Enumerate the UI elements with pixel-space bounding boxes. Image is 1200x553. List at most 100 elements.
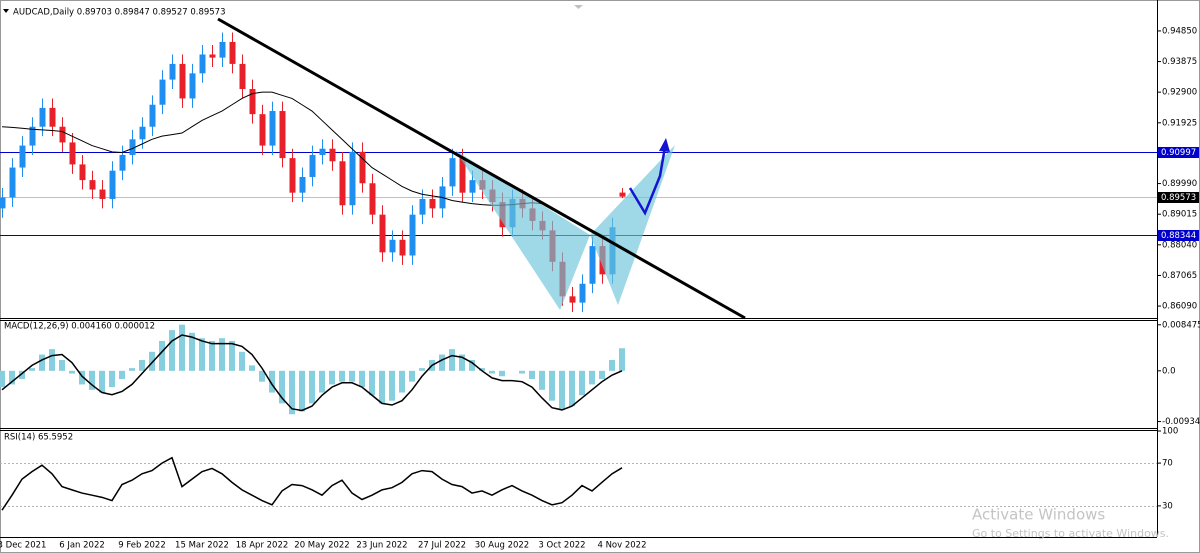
- candle-body: [389, 239, 396, 253]
- y-tick-label: 0.0: [1162, 366, 1176, 376]
- time-label: 20 May 2022: [294, 541, 349, 551]
- candle-body: [59, 126, 66, 143]
- macd-bar: [589, 370, 595, 385]
- panel-title: AUDCAD,Daily 0.89703 0.89847 0.89527 0.8…: [13, 8, 226, 18]
- candle-body: [219, 41, 226, 58]
- macd-bar: [19, 370, 25, 379]
- macd-bar: [369, 370, 375, 396]
- macd-signal: [1, 334, 623, 412]
- candle-body: [279, 111, 286, 159]
- macd-bar: [229, 340, 235, 371]
- macd-bar: [359, 370, 365, 388]
- macd-bar: [109, 370, 115, 388]
- macd-bar: [9, 370, 15, 385]
- y-tick-label: 0.92900: [1162, 88, 1197, 98]
- macd-bar: [269, 370, 275, 393]
- trend-line: [217, 17, 746, 320]
- macd-bar: [169, 330, 175, 371]
- candle-body: [369, 183, 376, 215]
- macd-bar: [279, 370, 285, 404]
- y-tick-label: 30: [1162, 501, 1173, 511]
- macd-bar: [479, 368, 485, 371]
- symbol-menu[interactable]: [3, 9, 9, 13]
- candle-body: [409, 214, 416, 256]
- macd-bar: [419, 368, 425, 371]
- macd-bar: [389, 370, 395, 401]
- candle-body: [199, 54, 206, 74]
- candle-body: [469, 180, 476, 193]
- macd-bar: [559, 370, 565, 409]
- candle-body: [259, 114, 266, 146]
- time-label: 15 Mar 2022: [175, 541, 229, 551]
- labels: AUDCAD,Daily 0.89703 0.89847 0.89527 0.8…: [0, 8, 1200, 551]
- candle-body: [99, 189, 106, 199]
- candle-body: [139, 126, 146, 140]
- y-tick-label: 0.89990: [1162, 179, 1197, 189]
- macd-bar: [449, 349, 455, 371]
- candle-body: [159, 79, 166, 105]
- candle-body: [189, 73, 196, 99]
- candle-body: [579, 283, 586, 303]
- drawings: [217, 17, 746, 320]
- candle-body: [129, 139, 136, 155]
- candle-body: [209, 54, 216, 58]
- candle-body: [19, 145, 26, 168]
- macd-bar: [609, 359, 615, 371]
- candle-body: [319, 148, 326, 155]
- panel-title: RSI(14) 65.5952: [4, 433, 73, 443]
- time-label: 3 Oct 2022: [538, 541, 585, 551]
- time-label: 3 Dec 2021: [0, 541, 46, 551]
- y-tick-label: 0.93875: [1162, 57, 1197, 67]
- macd-bar: [499, 370, 505, 377]
- macd-bar: [29, 368, 35, 371]
- candle-body: [69, 142, 76, 165]
- time-label: 9 Feb 2022: [118, 541, 166, 551]
- candle-body: [339, 161, 346, 206]
- macd-bar: [399, 370, 405, 393]
- macd-bar: [199, 338, 205, 371]
- macd-bar: [259, 370, 265, 382]
- y-tick-label: 100: [1162, 427, 1178, 437]
- candle-body: [359, 151, 366, 184]
- macd-bar: [329, 370, 335, 385]
- y-tick-label: 0.91925: [1162, 118, 1197, 128]
- candle-body: [249, 89, 256, 115]
- macd-bar: [579, 370, 585, 396]
- macd-bar: [159, 340, 165, 371]
- time-label: 30 Aug 2022: [475, 541, 529, 551]
- macd-bar: [309, 370, 315, 404]
- macd-bar: [319, 370, 325, 393]
- candle-body: [49, 107, 56, 127]
- macd-bar: [119, 370, 125, 379]
- macd-bar: [59, 359, 65, 371]
- candle-body: [379, 214, 386, 253]
- macd-bar: [409, 370, 415, 382]
- candle-body: [419, 198, 426, 215]
- time-label: 23 Jun 2022: [356, 541, 407, 551]
- price-level-label: 0.89573: [1161, 193, 1196, 203]
- rsi-line: [1, 456, 623, 511]
- macd-bar: [49, 349, 55, 371]
- candle-body: [239, 63, 246, 90]
- time-label: 27 Jul 2022: [418, 541, 466, 551]
- candle-body: [269, 111, 276, 146]
- price-level-box: [1158, 147, 1199, 158]
- macd-bar: [539, 370, 545, 390]
- candle-body: [399, 239, 406, 256]
- macd-bar: [129, 368, 135, 371]
- price-level-box: [1158, 230, 1199, 241]
- candle-body: [619, 192, 626, 197]
- pattern-shape: [455, 150, 590, 310]
- y-tick-label: 0.87065: [1162, 271, 1197, 281]
- macd-bar: [69, 370, 75, 374]
- candle-body: [9, 167, 16, 198]
- candle-body: [449, 158, 456, 187]
- macd-bar: [89, 370, 95, 390]
- candle-body: [299, 176, 306, 193]
- panel-title: MACD(12,26,9) 0.004160 0.000012: [4, 322, 155, 332]
- macd-bar: [39, 354, 45, 371]
- watermark-subtitle: Go to Settings to activate Windows.: [972, 527, 1169, 540]
- macd-bar: [569, 370, 575, 407]
